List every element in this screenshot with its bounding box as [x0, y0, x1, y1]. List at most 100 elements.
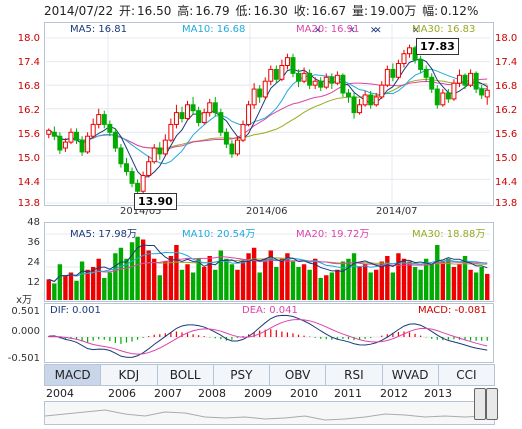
indicator-tabs: MACD KDJ BOLL PSY OBV RSI WVAD CCI — [44, 364, 495, 386]
vol-tick: 48 — [27, 217, 40, 228]
volume-bar — [396, 253, 401, 300]
candle-body — [329, 76, 335, 84]
range-handle-left[interactable] — [474, 388, 486, 420]
volume-bar — [301, 264, 307, 300]
event-marker-icon: ✕ — [374, 26, 382, 36]
candle-body — [173, 112, 179, 125]
price-tick-r: 13.8 — [495, 198, 518, 209]
candle-body — [229, 143, 235, 155]
quote-date: 2014/07/22 — [44, 4, 114, 18]
candle-body — [379, 84, 385, 98]
candle-body — [296, 72, 302, 82]
candle-body — [207, 102, 213, 114]
high-value: 16.79 — [195, 4, 230, 18]
year-scale: 2004 2006 2007 2008 2009 2010 2011 2012 … — [44, 387, 493, 401]
candle-body — [118, 147, 124, 165]
tab-rsi[interactable]: RSI — [326, 365, 383, 385]
candle-body — [85, 135, 91, 153]
candle-body — [62, 141, 68, 149]
volume-bar — [279, 258, 285, 300]
volume-bar — [240, 261, 246, 300]
range-handle-right[interactable] — [486, 388, 498, 420]
volume-bar — [168, 256, 174, 300]
tab-wvad[interactable]: WVAD — [383, 365, 439, 385]
candle-body — [345, 92, 351, 98]
tab-obv[interactable]: OBV — [270, 365, 327, 385]
price-tick-r: 14.4 — [495, 177, 518, 188]
price-tick-l: 18.0 — [17, 33, 40, 44]
volume-bar — [318, 278, 323, 300]
candle-body — [140, 175, 146, 192]
close-label: 收: — [293, 4, 310, 18]
candle-body — [246, 104, 252, 125]
history-overview[interactable] — [44, 401, 495, 425]
volume-bar — [290, 261, 296, 300]
candle-body — [323, 76, 329, 88]
event-marker-icon: ✕ — [348, 26, 356, 36]
volume-bar — [90, 267, 96, 300]
low-label: 低: — [235, 4, 252, 18]
volume-bar — [457, 264, 462, 300]
tab-boll[interactable]: BOLL — [158, 365, 214, 385]
quote-summary: 2014/07/22 开: 16.50 高: 16.79 低: 16.30 收: 16.… — [44, 2, 480, 19]
volume-label: 量: — [351, 4, 368, 18]
volume-bar — [329, 272, 335, 300]
volume-bar — [157, 275, 162, 300]
candle-body — [234, 139, 240, 155]
tab-kdj[interactable]: KDJ — [101, 365, 158, 385]
candle-body — [185, 104, 191, 120]
candle-body — [157, 147, 163, 155]
volume-bar — [379, 261, 384, 300]
volume-bar — [357, 267, 362, 300]
volume-bar — [146, 250, 151, 300]
candle-body — [456, 74, 462, 84]
candle-body — [212, 102, 218, 114]
volume-bar — [96, 258, 101, 300]
volume-bar — [312, 258, 318, 300]
volume-bar — [102, 278, 107, 300]
volume-bar — [429, 264, 434, 300]
candle-body — [262, 80, 268, 98]
tab-cci[interactable]: CCI — [456, 368, 477, 382]
candle-body — [440, 92, 446, 106]
candle-body — [479, 88, 485, 96]
vol-ma30-legend: MA30: 18.88万 — [412, 229, 486, 240]
candle-body — [90, 123, 96, 137]
volume-bar — [107, 272, 113, 300]
macd-panel[interactable] — [44, 303, 494, 363]
macd-tick: 0.000 — [11, 326, 40, 337]
candle-body — [445, 92, 451, 100]
volume-bar — [46, 279, 51, 300]
volume-bar — [418, 269, 423, 300]
tab-macd[interactable]: MACD — [45, 365, 102, 385]
volume-bar — [385, 256, 390, 300]
volume-bar — [52, 283, 57, 300]
candle-body — [146, 161, 152, 176]
macd-tick: -0.501 — [7, 353, 40, 364]
volume-bar — [479, 267, 484, 300]
volume-bar — [79, 261, 85, 300]
candle-body — [451, 82, 457, 100]
macd-dea-line — [48, 318, 488, 355]
vol-unit: x万 — [16, 295, 32, 306]
tab-psy[interactable]: PSY — [214, 365, 270, 385]
price-tick-l: 17.4 — [17, 57, 40, 68]
volume-bar — [268, 250, 273, 300]
volume-bar — [190, 272, 196, 300]
volume-bar — [74, 280, 79, 300]
candle-body — [240, 123, 246, 141]
volume-bar — [118, 247, 124, 300]
volume-bar — [85, 269, 90, 300]
volume-bar — [201, 267, 207, 300]
price-ma30-legend: MA30: 16.83 — [412, 24, 476, 35]
volume-bar — [412, 267, 418, 300]
candle-body — [284, 57, 290, 66]
candle-body — [51, 131, 57, 137]
candle-body — [334, 74, 340, 84]
candle-body — [201, 112, 207, 123]
candle-body — [340, 74, 346, 94]
volume-bar — [163, 261, 168, 300]
candle-body — [468, 72, 474, 86]
candle-body — [434, 88, 440, 106]
price-tick-r: 16.2 — [495, 105, 518, 116]
